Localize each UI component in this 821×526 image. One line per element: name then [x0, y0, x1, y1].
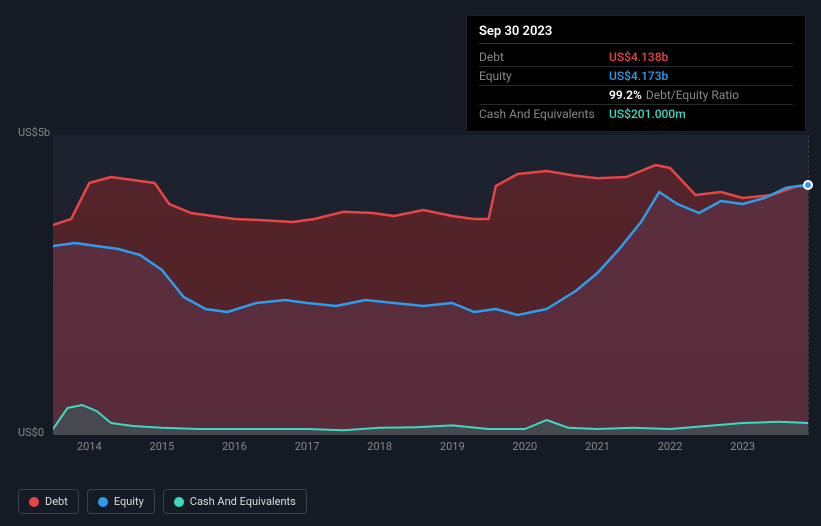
tooltip-row-equity: Equity US$4.173b [479, 67, 793, 86]
tooltip-value: 99.2%Debt/Equity Ratio [609, 86, 739, 104]
tooltip-row-ratio: 99.2%Debt/Equity Ratio [479, 86, 793, 105]
tooltip-label: Cash And Equivalents [479, 105, 609, 123]
tooltip-label [479, 86, 609, 104]
legend-label: Equity [114, 495, 144, 508]
plot-region[interactable] [53, 135, 808, 435]
tooltip-panel: Sep 30 2023 Debt US$4.138b Equity US$4.1… [466, 15, 806, 132]
chart-area[interactable]: US$5b US$0 20142015201620172018201920202… [18, 120, 808, 480]
y-tick-bottom: US$0 [18, 426, 44, 439]
tooltip-label: Equity [479, 67, 609, 85]
x-tick: 2018 [367, 440, 392, 453]
tooltip-row-cash: Cash And Equivalents US$201.000m [479, 105, 793, 123]
x-tick: 2017 [295, 440, 320, 453]
legend-label: Cash And Equivalents [190, 495, 296, 508]
x-tick: 2015 [150, 440, 175, 453]
tooltip-date: Sep 30 2023 [479, 24, 793, 44]
legend-dot-icon [174, 497, 184, 507]
legend-item-cash[interactable]: Cash And Equivalents [163, 489, 307, 514]
legend-dot-icon [29, 497, 39, 507]
x-axis-ticks: 2014 2015 2016 2017 2018 2019 2020 2021 2022 2023 [53, 440, 808, 460]
tooltip-value: US$4.173b [609, 67, 668, 85]
x-tick: 2022 [658, 440, 683, 453]
x-tick: 2021 [585, 440, 610, 453]
legend-item-equity[interactable]: Equity [87, 489, 155, 514]
chart-svg [53, 135, 808, 435]
x-tick: 2020 [513, 440, 538, 453]
x-tick: 2019 [440, 440, 465, 453]
x-tick: 2016 [222, 440, 247, 453]
series-end-marker [803, 180, 813, 190]
legend-item-debt[interactable]: Debt [18, 489, 79, 514]
y-tick-top: US$5b [18, 126, 50, 139]
tooltip-value: US$201.000m [609, 105, 686, 123]
tooltip-label: Debt [479, 48, 609, 66]
legend-dot-icon [98, 497, 108, 507]
x-tick: 2014 [77, 440, 102, 453]
legend-label: Debt [45, 495, 68, 508]
tooltip-row-debt: Debt US$4.138b [479, 48, 793, 67]
tooltip-value: US$4.138b [609, 48, 668, 66]
x-tick: 2023 [730, 440, 755, 453]
legend: Debt Equity Cash And Equivalents [18, 489, 307, 514]
